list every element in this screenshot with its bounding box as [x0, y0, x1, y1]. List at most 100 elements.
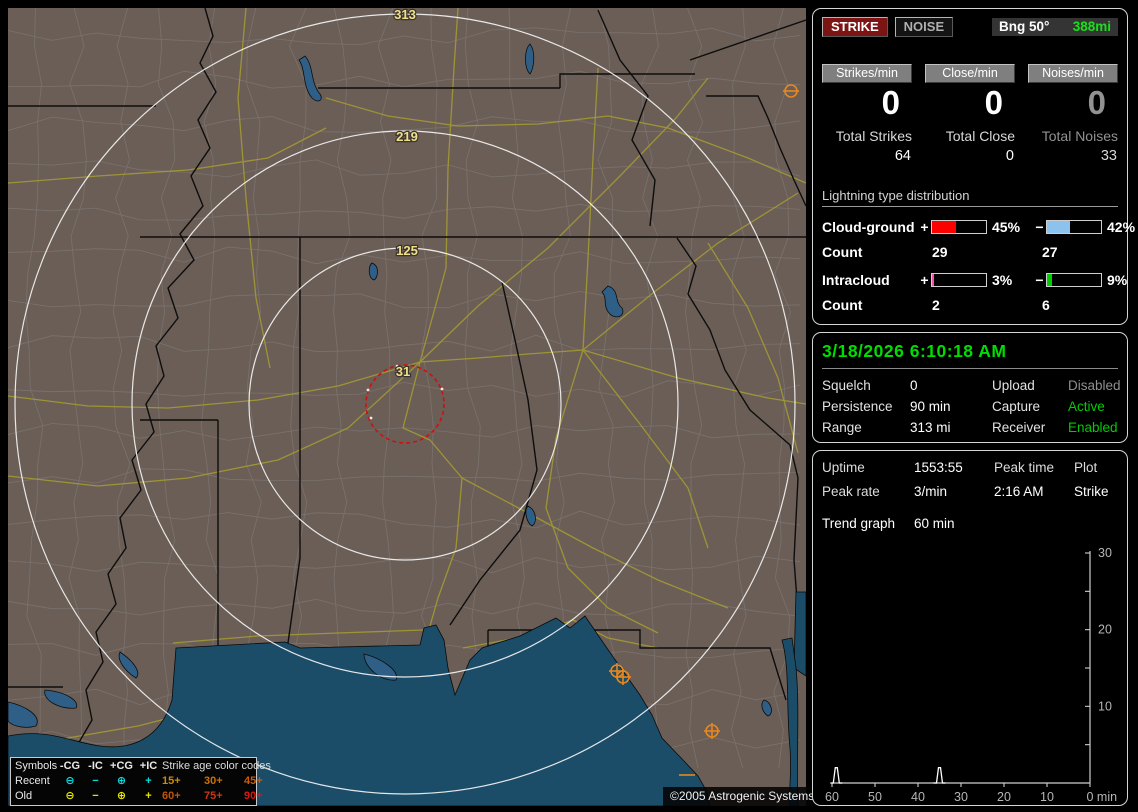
- trend-graph: 60 50 40 30 20 10 0 min 10 20 30: [825, 546, 1117, 804]
- range-rings: [14, 13, 796, 795]
- legend-age-header: Strike age color codes: [162, 760, 271, 772]
- intracloud-label: Intracloud: [822, 272, 890, 288]
- status-rows: Squelch 0 Upload Disabled Persistence 90…: [822, 378, 1121, 435]
- legend-col-pos-cg: +CG: [110, 760, 133, 772]
- ring-label-125: 125: [396, 243, 418, 258]
- cg-plus-bar: [931, 220, 987, 234]
- cg-minus-percent: 42%: [1107, 219, 1136, 235]
- trend-tick-label: 20: [997, 790, 1011, 804]
- strikes-per-min-value: 0: [881, 84, 900, 121]
- trend-panel: Uptime 1553:55 Peak time Plot Peak rate …: [812, 450, 1128, 806]
- ic-minus-percent: 9%: [1107, 272, 1128, 288]
- trend-axes: [832, 551, 1091, 784]
- trend-tick-label: 30: [1098, 546, 1112, 560]
- range-value: 313 mi: [910, 420, 951, 435]
- cloud-ground-count-row: Count 29 27: [822, 244, 1118, 260]
- legend-symbol-1: −: [92, 775, 99, 787]
- trend-tick-label: 30: [954, 790, 968, 804]
- legend-symbol-2: ⊕: [116, 790, 127, 802]
- legend-symbol-2: ⊕: [116, 775, 127, 787]
- legend-age-value: 30+: [204, 775, 223, 787]
- cg-count-label: Count: [822, 244, 863, 260]
- legend-age-value: 60+: [162, 790, 181, 802]
- close-per-min-button[interactable]: Close/min: [925, 64, 1015, 83]
- uptime-value: 1553:55: [914, 460, 963, 475]
- peak-time-label: Peak time: [994, 460, 1055, 475]
- capture-status: Active: [1068, 399, 1105, 414]
- persistence-value: 90 min: [910, 399, 951, 414]
- receiver-label: Receiver: [992, 420, 1046, 435]
- trend-tick-label: 10: [1040, 790, 1054, 804]
- copyright-text: ©2005 Astrogenic Systems: [663, 787, 822, 806]
- map-canvas: 313 219 125 31: [8, 8, 806, 806]
- range-label: Range: [822, 420, 862, 435]
- ring-label-219: 219: [396, 129, 418, 144]
- minus-sign: −: [1035, 272, 1044, 288]
- lakes: [8, 43, 772, 728]
- trend-tick-label: 60: [825, 790, 839, 804]
- legend-symbol-1: −: [92, 790, 99, 802]
- strikes-per-min-button[interactable]: Strikes/min: [822, 64, 912, 83]
- trend-tick-label: 20: [1098, 623, 1112, 637]
- ring-distance-labels: 313 219 125 31: [393, 8, 419, 380]
- trend-tick-label: 0: [1087, 790, 1094, 804]
- noise-mode-button[interactable]: NOISE: [894, 17, 954, 37]
- uptime-label: Uptime: [822, 460, 865, 475]
- total-close-label: Total Close: [945, 128, 1015, 144]
- legend-col-pos-ic: +IC: [139, 760, 158, 772]
- strike-symbol-circled-plus: [704, 723, 720, 739]
- noises-per-min-button[interactable]: Noises/min: [1028, 64, 1118, 83]
- intracloud-row: Intracloud + 3% − 9%: [822, 272, 1127, 288]
- ic-plus-count: 2: [932, 297, 940, 313]
- close-per-min-column: Close/min 0 Total Close 0: [925, 64, 1015, 164]
- total-strikes-value: 64: [894, 148, 911, 164]
- total-close-value: 0: [1005, 148, 1014, 164]
- legend-symbol-0: ⊖: [65, 775, 75, 787]
- legend-symbol-3: +: [145, 775, 152, 787]
- trend-spike: [933, 767, 946, 784]
- lightning-map[interactable]: 313 219 125 31 Symbols -CG -IC +CG +IC S…: [8, 8, 822, 806]
- strike-symbols: [609, 84, 799, 776]
- trend-tick-label: min: [1097, 790, 1117, 804]
- cg-plus-count: 29: [932, 244, 948, 260]
- status-panel: 3/18/2026 6:10:18 AM Squelch 0 Upload Di…: [812, 332, 1128, 443]
- ic-plus-bar: [931, 273, 987, 287]
- bearing-label: Bng 50°: [999, 19, 1050, 34]
- strike-symbol-circled-plus: [615, 669, 631, 685]
- peak-rate-label: Peak rate: [822, 484, 880, 499]
- legend-row-label: Old: [15, 790, 33, 802]
- peak-rate-value: 3/min: [914, 484, 948, 499]
- legend-symbol-3: +: [145, 790, 152, 802]
- cg-minus-bar: [1046, 220, 1102, 234]
- trend-tick-label: 40: [911, 790, 925, 804]
- legend-age-value: 75+: [204, 790, 223, 802]
- plus-sign: +: [920, 219, 929, 235]
- ring-noise-dots: [366, 364, 444, 420]
- ring-label-31: 31: [396, 364, 410, 379]
- peak-time-value: 2:16 AM: [994, 484, 1044, 499]
- strike-symbol-circled-minus: [783, 84, 799, 98]
- strike-mode-button[interactable]: STRIKE: [822, 17, 888, 37]
- trend-spike: [830, 767, 843, 784]
- ic-minus-count: 6: [1042, 297, 1050, 313]
- noises-per-min-value: 0: [1087, 84, 1106, 121]
- trend-graph-label: Trend graph: [822, 516, 896, 531]
- plot-type-value: Strike: [1074, 484, 1109, 499]
- cloud-ground-label: Cloud-ground: [822, 219, 915, 235]
- cg-minus-count: 27: [1042, 244, 1058, 260]
- plus-sign: +: [920, 272, 929, 288]
- ic-count-label: Count: [822, 297, 863, 313]
- trend-tick-label: 10: [1098, 699, 1112, 713]
- plot-label: Plot: [1074, 460, 1098, 475]
- cloud-ground-row: Cloud-ground + 45% − 42%: [822, 219, 1135, 235]
- persistence-label: Persistence: [822, 399, 893, 414]
- distribution-title: Lightning type distribution: [822, 188, 1118, 207]
- trend-series: [830, 767, 946, 784]
- legend-recent-row: Recent ⊖ − ⊕ +15+ 30+ 45+: [15, 774, 263, 789]
- squelch-label: Squelch: [822, 378, 871, 393]
- legend-age-value: 45+: [244, 775, 263, 787]
- rate-counters: Strikes/min 0 Total Strikes 64 Close/min…: [822, 64, 1118, 164]
- total-strikes-label: Total Strikes: [835, 128, 912, 144]
- trend-graph-row: Trend graph 60 min: [822, 516, 1118, 531]
- symbol-legend: Symbols -CG -IC +CG +IC Strike age color…: [10, 757, 271, 806]
